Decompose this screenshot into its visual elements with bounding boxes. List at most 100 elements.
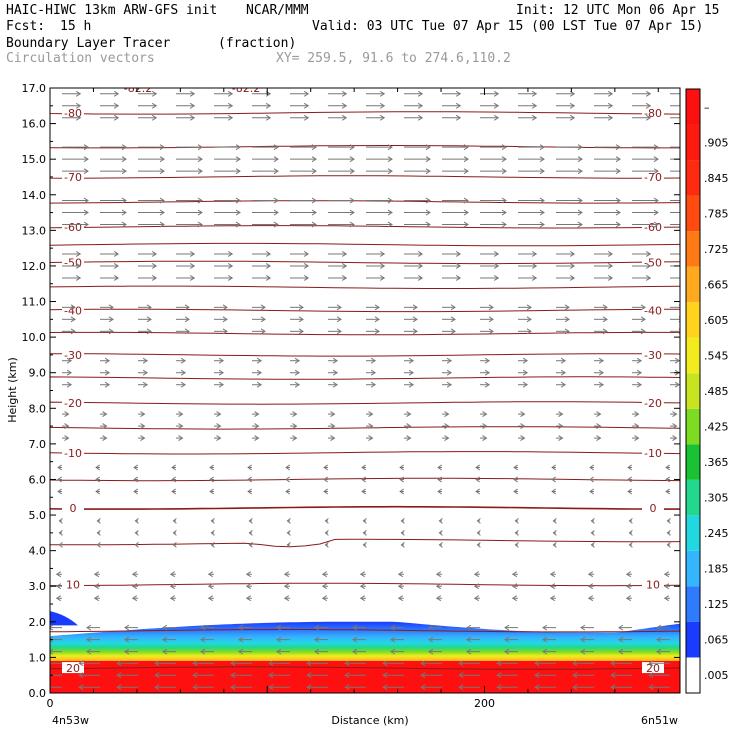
vector-head: [618, 624, 624, 631]
colorbar-swatch: [686, 621, 700, 658]
vector-head: [417, 263, 424, 269]
vector-head: [370, 369, 377, 376]
vector-head: [602, 316, 608, 323]
vector-head: [75, 90, 82, 97]
vector-head: [610, 672, 616, 679]
vector-head: [341, 275, 348, 281]
vector-head: [569, 251, 576, 257]
vector-head: [504, 636, 510, 643]
vector-head: [75, 263, 82, 269]
y-tick-label: 2.0: [29, 616, 47, 629]
y-tick-label: 1.0: [29, 651, 47, 664]
vector-head: [412, 304, 418, 311]
contour-label: -10: [64, 447, 82, 460]
vector-head: [379, 251, 386, 257]
vector-head: [628, 517, 633, 524]
vector-head: [589, 476, 594, 483]
vector-head: [514, 529, 519, 536]
vector-head: [336, 328, 342, 335]
vector-head: [197, 156, 203, 163]
vector-head: [607, 114, 614, 121]
vector-head: [435, 583, 442, 590]
vector-head: [653, 221, 659, 228]
temperature-contour: [50, 285, 680, 289]
vector-head: [511, 583, 518, 590]
vector-head: [636, 357, 643, 364]
vector-head: [438, 517, 443, 524]
vector-head: [95, 488, 100, 495]
colorbar-label: .125: [704, 598, 729, 611]
vector-head: [663, 583, 670, 590]
vector-head: [645, 114, 652, 121]
vector-head: [569, 275, 576, 281]
vector-head: [560, 381, 567, 388]
vector-head: [374, 328, 380, 335]
colorbar-swatch: [686, 479, 700, 516]
colorbar-label: .425: [704, 421, 729, 434]
vector-head: [458, 684, 464, 691]
vector-head: [640, 304, 646, 311]
temperature-contour: [50, 451, 680, 455]
vector-head: [580, 648, 586, 655]
vector-head: [473, 571, 480, 578]
vector-head: [151, 102, 158, 109]
vector-head: [227, 90, 234, 97]
vector-head: [286, 541, 291, 548]
vector-head: [397, 583, 404, 590]
vector-head: [323, 488, 328, 495]
vector-head: [488, 316, 494, 323]
vector-head: [142, 357, 149, 364]
vector-head: [428, 648, 434, 655]
vector-head: [75, 251, 82, 257]
vector-head: [330, 435, 336, 442]
vector-head: [420, 684, 426, 691]
vector-head: [531, 90, 538, 97]
vector-head: [450, 328, 456, 335]
vector-head: [598, 357, 605, 364]
vector-head: [235, 156, 241, 163]
vector-head: [218, 381, 225, 388]
vector-head: [83, 144, 89, 151]
vector-head: [134, 517, 139, 524]
vector-head: [133, 464, 138, 471]
vector-head: [400, 529, 405, 536]
vector-head: [473, 583, 480, 590]
vector-head: [551, 488, 556, 495]
vector-head: [159, 197, 165, 204]
vector-head: [133, 488, 138, 495]
vector-head: [303, 102, 310, 109]
vector-head: [64, 423, 70, 430]
vector-head: [666, 517, 671, 524]
vector-head: [475, 464, 480, 471]
vector-head: [580, 624, 586, 631]
vector-head: [66, 381, 73, 388]
vector-head: [496, 672, 502, 679]
vector-head: [273, 209, 279, 216]
vector-head: [520, 411, 526, 418]
y-axis-label: Height (km): [6, 357, 19, 423]
vector-head: [131, 595, 138, 602]
vector-head: [245, 583, 252, 590]
vector-head: [273, 144, 279, 151]
vector-head: [245, 571, 252, 578]
vector-head: [104, 357, 111, 364]
vector-head: [192, 660, 198, 667]
vector-head: [628, 529, 633, 536]
vector-head: [558, 435, 564, 442]
vector-head: [387, 197, 393, 204]
vector-head: [197, 197, 203, 204]
vector-head: [531, 102, 538, 109]
vector-head: [314, 636, 320, 643]
vector-head: [663, 595, 670, 602]
vector-head: [501, 168, 507, 175]
vector-head: [425, 168, 431, 175]
vector-head: [412, 316, 418, 323]
vector-head: [189, 114, 196, 121]
vector-head: [178, 423, 184, 430]
vector-head: [496, 660, 502, 667]
vector-head: [349, 156, 355, 163]
vector-head: [311, 168, 317, 175]
vector-head: [344, 660, 350, 667]
vector-head: [134, 529, 139, 536]
vector-head: [140, 423, 146, 430]
